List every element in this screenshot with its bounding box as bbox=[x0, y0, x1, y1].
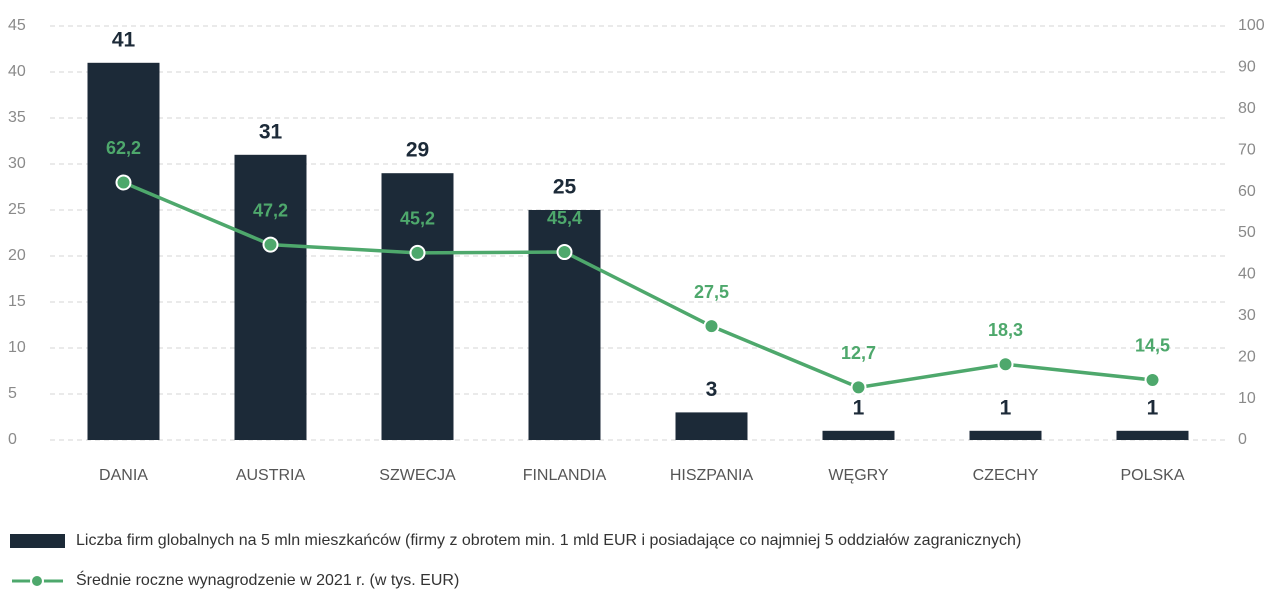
line-value-label: 47,2 bbox=[253, 200, 288, 220]
line-value-label: 27,5 bbox=[694, 282, 729, 302]
line-value-label: 14,5 bbox=[1135, 336, 1170, 356]
line-point bbox=[1144, 371, 1161, 388]
line-value-label: 45,4 bbox=[547, 208, 582, 228]
x-tick-label: SZWECJA bbox=[379, 467, 456, 484]
bar bbox=[1116, 430, 1189, 440]
bar bbox=[381, 173, 454, 440]
bar bbox=[87, 62, 160, 441]
line-point bbox=[703, 318, 720, 335]
line-point bbox=[262, 236, 279, 253]
y2-tick-label: 30 bbox=[1238, 307, 1256, 324]
y-tick-label: 0 bbox=[8, 431, 17, 448]
y2-tick-label: 20 bbox=[1238, 348, 1256, 365]
x-tick-label: HISZPANIA bbox=[670, 467, 754, 484]
bar bbox=[969, 430, 1042, 440]
line-point bbox=[556, 244, 573, 261]
line-value-label: 62,2 bbox=[106, 138, 141, 158]
x-tick-label: DANIA bbox=[99, 467, 148, 484]
bar-value-label: 1 bbox=[1000, 396, 1012, 419]
line-point bbox=[997, 356, 1014, 373]
bar-value-label: 25 bbox=[553, 176, 577, 199]
y-tick-label: 45 bbox=[8, 17, 26, 34]
bar-value-label: 1 bbox=[1147, 396, 1159, 419]
bar-value-label: 41 bbox=[112, 28, 136, 51]
y2-tick-label: 70 bbox=[1238, 141, 1256, 158]
legend-label: Średnie roczne wynagrodzenie w 2021 r. (… bbox=[76, 570, 459, 589]
y2-tick-label: 60 bbox=[1238, 183, 1256, 200]
y2-tick-label: 90 bbox=[1238, 59, 1256, 76]
x-tick-label: WĘGRY bbox=[828, 467, 888, 484]
y-tick-label: 40 bbox=[8, 63, 26, 80]
y2-tick-label: 40 bbox=[1238, 266, 1256, 283]
y-tick-label: 20 bbox=[8, 247, 26, 264]
y-tick-label: 15 bbox=[8, 293, 26, 310]
legend-label: Liczba firm globalnych na 5 mln mieszkań… bbox=[76, 532, 1021, 549]
line-point bbox=[409, 244, 426, 261]
x-tick-label: AUSTRIA bbox=[236, 467, 306, 484]
x-tick-label: POLSKA bbox=[1120, 467, 1184, 484]
y2-tick-label: 100 bbox=[1238, 17, 1265, 34]
y2-tick-label: 10 bbox=[1238, 390, 1256, 407]
line-value-label: 12,7 bbox=[841, 343, 876, 363]
line-point bbox=[115, 174, 132, 191]
y2-tick-label: 50 bbox=[1238, 224, 1256, 241]
y2-tick-label: 0 bbox=[1238, 431, 1247, 448]
y-tick-label: 25 bbox=[8, 201, 26, 218]
y2-tick-label: 80 bbox=[1238, 100, 1256, 117]
line-value-label: 45,2 bbox=[400, 209, 435, 229]
y-tick-label: 35 bbox=[8, 109, 26, 126]
bar bbox=[822, 430, 895, 440]
bar-value-label: 31 bbox=[259, 120, 283, 143]
legend-swatch bbox=[10, 534, 65, 548]
y-tick-label: 10 bbox=[8, 339, 26, 356]
line-value-label: 18,3 bbox=[988, 320, 1023, 340]
line-point bbox=[850, 379, 867, 396]
x-tick-label: FINLANDIA bbox=[523, 467, 607, 484]
line bbox=[122, 180, 1153, 390]
bar-value-label: 1 bbox=[853, 396, 865, 419]
bar bbox=[675, 412, 748, 440]
bar bbox=[234, 154, 307, 441]
legend-swatch bbox=[30, 574, 44, 588]
bar-value-label: 29 bbox=[406, 139, 429, 162]
y-tick-label: 5 bbox=[8, 385, 17, 402]
bar-value-label: 3 bbox=[706, 378, 718, 401]
y-tick-label: 30 bbox=[8, 155, 26, 172]
x-tick-label: CZECHY bbox=[973, 467, 1039, 484]
